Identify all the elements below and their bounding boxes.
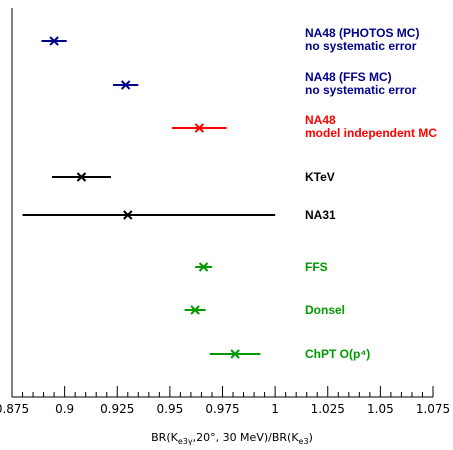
measurement-label: FFS [305,260,328,274]
data-point-marker [190,305,200,315]
x-tick-label: 0.875 [0,402,29,416]
measurement-entry: ChPT O(p⁴) [209,347,370,361]
x-tick-label: 1.075 [416,402,450,416]
measurement-label: Donsel [305,303,345,317]
measurement-label: KTeV [305,170,335,184]
data-point-marker [194,123,205,133]
measurement-label: NA31 [305,208,336,222]
data-point-marker [198,262,209,272]
measurement-entry: Donsel [184,303,345,317]
data-point-marker [230,349,240,359]
measurement-entry: NA48 (PHOTOS MC)no systematic error [41,26,419,53]
x-tick-label: 0.95 [157,402,184,416]
measurement-label: ChPT O(p⁴) [305,347,370,361]
data-point-marker [120,80,131,90]
x-tick-label: 0.925 [100,402,134,416]
measurement-label: NA48 [305,113,336,127]
measurement-entry: KTeV [51,170,335,184]
measurement-label: no systematic error [305,83,417,97]
x-tick-label: 1.025 [311,402,345,416]
measurement-label: no systematic error [305,39,417,53]
measurement-label: NA48 (FFS MC) [305,70,392,84]
x-axis-ticks [11,386,434,397]
measurement-label: model independent MC [305,126,437,140]
x-axis-title: BR(Ke3γ,20°, 30 MeV)/BR(Ke3) [151,431,313,446]
measurement-entry: NA31 [22,208,336,222]
x-tick-label: 1 [271,402,279,416]
x-tick-label: 0.9 [55,402,74,416]
data-point-marker [49,36,59,46]
plot-frame [11,8,433,398]
x-axis-tick-labels: 0.875 0.9 0.925 0.95 0.975 1 1.025 1.05 1.075 [0,402,450,416]
data-point-marker [76,172,87,182]
measurement-entry: NA48 (FFS MC)no systematic error [113,70,417,97]
x-tick-label: 1.05 [367,402,394,416]
measurements: NA48 (PHOTOS MC)no systematic errorNA48 … [22,26,437,361]
measurement-label: NA48 (PHOTOS MC) [305,26,419,40]
measurement-entry: FFS [195,260,328,274]
x-tick-label: 0.975 [205,402,239,416]
data-point-marker [123,210,133,220]
